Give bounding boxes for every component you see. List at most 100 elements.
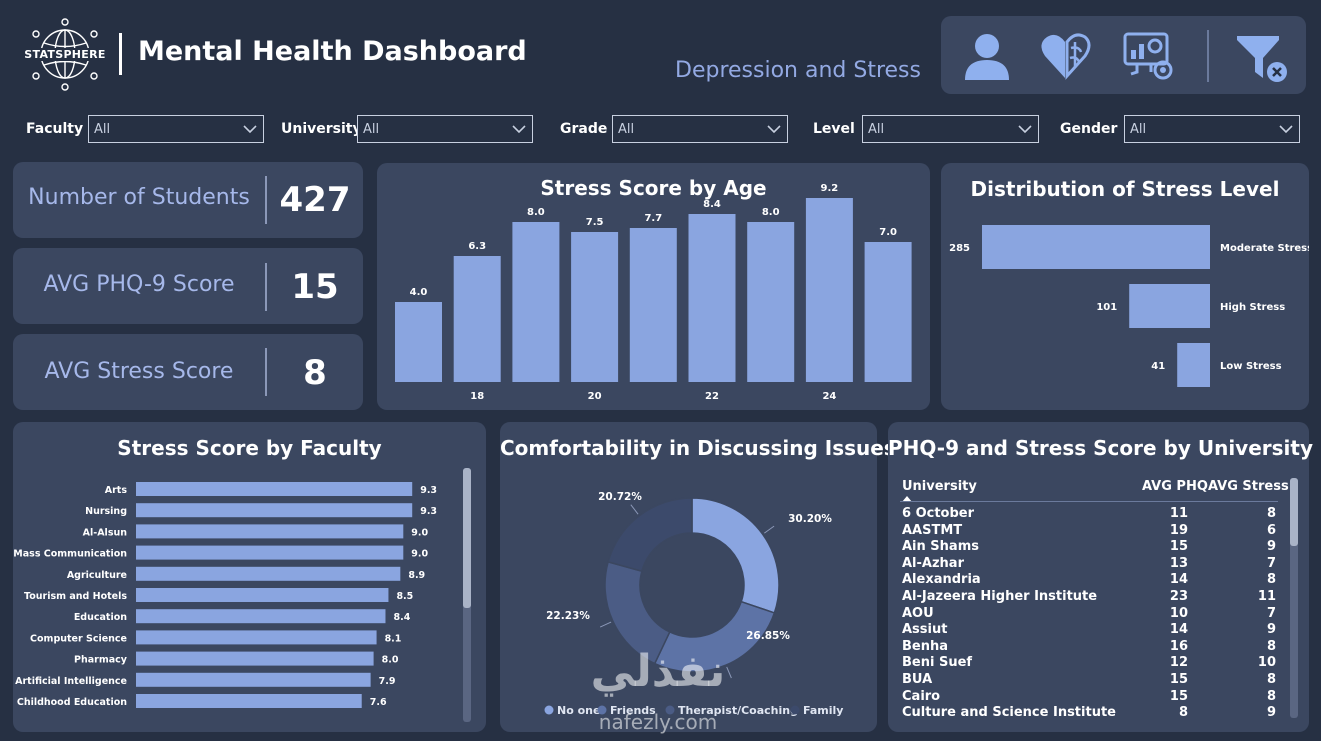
table-row[interactable]: Alexandria 14 8: [902, 572, 1276, 589]
stress-level-value: 285: [949, 243, 970, 254]
avg-phq-value: 11: [1169, 506, 1188, 521]
analytics-monitor-icon[interactable]: [1121, 28, 1177, 84]
table-header-divider: [900, 501, 1278, 502]
level-filter-select[interactable]: All: [862, 115, 1039, 143]
faculty-category-label: Pharmacy: [74, 655, 128, 666]
avg-phq-value: 12: [1169, 655, 1188, 671]
faculty-bar[interactable]: [136, 630, 377, 645]
university-name: Cairo: [902, 688, 941, 704]
legend-label[interactable]: Friends: [610, 704, 656, 717]
age-bar-label: 8.0: [527, 207, 545, 218]
column-header-university[interactable]: University: [902, 479, 977, 494]
faculty-bar[interactable]: [136, 609, 386, 624]
faculty-bar[interactable]: [136, 545, 404, 560]
nav-separator: [1207, 30, 1209, 82]
legend-label[interactable]: Therapist/Coaching: [678, 704, 798, 717]
faculty-bar[interactable]: [136, 672, 371, 687]
user-icon[interactable]: [959, 28, 1015, 84]
table-row[interactable]: 6 October 11 8: [902, 506, 1276, 523]
university-name: Al-Azhar: [902, 555, 964, 571]
stress-level-bar[interactable]: [1177, 343, 1210, 387]
faculty-category-label: Tourism and Hotels: [24, 591, 127, 602]
age-bar[interactable]: [629, 228, 677, 382]
faculty-bar[interactable]: [136, 503, 413, 518]
table-row[interactable]: Beni Suef 12 10: [902, 655, 1276, 672]
faculty-bar[interactable]: [136, 524, 404, 539]
kpi-card-phq: AVG PHQ-9 Score 15: [13, 248, 363, 324]
age-bar[interactable]: [688, 214, 736, 382]
faculty-bar[interactable]: [136, 651, 374, 666]
chevron-down-icon: [1279, 125, 1293, 134]
faculty-bar-label: 7.6: [370, 697, 387, 708]
heart-brain-icon[interactable]: [1037, 28, 1093, 84]
table-row[interactable]: Al-Jazeera Higher Institute 23 11: [902, 589, 1276, 606]
age-bar[interactable]: [512, 222, 560, 382]
stress-level-bar[interactable]: [982, 225, 1210, 269]
stress-by-age-chart: 4.0 6.3 18 8.0 7.5 20 7.7 8.4 22 8.0 9.2 24 7.0: [395, 183, 912, 402]
university-name: Assiut: [902, 622, 948, 638]
age-bar-label: 6.3: [468, 241, 486, 252]
page-subtitle: Depression and Stress: [675, 58, 921, 83]
table-row[interactable]: Al-Azhar 13 7: [902, 556, 1276, 573]
legend-label[interactable]: Family: [803, 704, 843, 717]
age-bar[interactable]: [805, 198, 853, 382]
faculty-bar[interactable]: [136, 482, 413, 496]
age-bar[interactable]: [395, 302, 442, 382]
column-header-avg-phq[interactable]: AVG PHQ: [1142, 479, 1208, 494]
avg-stress-value: 11: [1257, 589, 1276, 604]
grade-filter-select[interactable]: All: [612, 115, 788, 143]
table-scrollbar[interactable]: [1290, 478, 1298, 718]
table-row[interactable]: Benha 16 8: [902, 639, 1276, 656]
avg-stress-value: 7: [1266, 555, 1276, 571]
kpi-value: 427: [279, 180, 351, 220]
donut-slice[interactable]: [607, 497, 693, 573]
university-name: AASTMT: [902, 522, 963, 538]
table-row[interactable]: Cairo 15 8: [902, 689, 1276, 706]
university-name: AOU: [902, 605, 934, 621]
clear-filter-icon[interactable]: [1233, 28, 1289, 84]
legend-label[interactable]: No one: [557, 704, 600, 717]
stress-level-card: Distribution of Stress Level 285 Moderate…: [941, 163, 1309, 410]
donut-leader-line: [726, 666, 732, 679]
table-row[interactable]: Assiut 14 9: [902, 622, 1276, 639]
stress-by-age-card: Stress Score by Age 4.0 6.3 18 8.0 7.5 20 7.7 8…: [377, 163, 930, 410]
university-filter-select[interactable]: All: [357, 115, 533, 143]
statsphere-logo: [32, 18, 98, 91]
column-header-avg-stress[interactable]: AVG Stress: [1208, 479, 1289, 494]
kpi-label: Number of Students: [28, 185, 250, 210]
university-filter-label: University: [281, 121, 362, 137]
age-bar[interactable]: [864, 242, 912, 382]
age-bar[interactable]: [571, 232, 619, 382]
avg-phq-value: 8: [1178, 705, 1188, 721]
legend-marker: [790, 705, 800, 715]
age-bar[interactable]: [453, 256, 501, 382]
table-row[interactable]: Culture and Science Institute 8 9: [902, 705, 1276, 722]
legend-marker: [597, 705, 607, 715]
faculty-scroll-thumb[interactable]: [463, 468, 471, 608]
table-row[interactable]: AOU 10 7: [902, 606, 1276, 623]
table-row[interactable]: BUA 15 8: [902, 672, 1276, 689]
faculty-bar[interactable]: [136, 588, 389, 602]
faculty-filter-select[interactable]: All: [88, 115, 264, 143]
university-filter-value: All: [363, 122, 380, 137]
faculty-bar-label: 9.0: [411, 527, 428, 538]
faculty-bar[interactable]: [136, 566, 401, 581]
avg-stress-value: 9: [1266, 705, 1276, 721]
avg-phq-value: 23: [1169, 589, 1188, 604]
university-table-card: PHQ-9 and Stress Score by University Uni…: [888, 422, 1313, 732]
faculty-bar[interactable]: [136, 694, 362, 708]
age-tick-label: 18: [470, 391, 484, 402]
gender-filter-select[interactable]: All: [1124, 115, 1300, 143]
table-scroll-thumb[interactable]: [1290, 478, 1298, 546]
university-name: Beni Suef: [902, 655, 973, 671]
faculty-scrollbar[interactable]: [463, 468, 471, 722]
donut-leader-line: [630, 504, 639, 515]
sort-ascending-icon: [902, 496, 912, 502]
chart-title: Distribution of Stress Level: [970, 177, 1280, 201]
chart-title: Comfortability in Discussing Issues: [500, 436, 896, 460]
table-row[interactable]: AASTMT 19 6: [902, 523, 1276, 540]
stress-level-bar[interactable]: [1129, 284, 1210, 328]
table-row[interactable]: Ain Shams 15 9: [902, 539, 1276, 556]
age-bar[interactable]: [747, 222, 795, 382]
donut-slice[interactable]: [691, 497, 780, 614]
